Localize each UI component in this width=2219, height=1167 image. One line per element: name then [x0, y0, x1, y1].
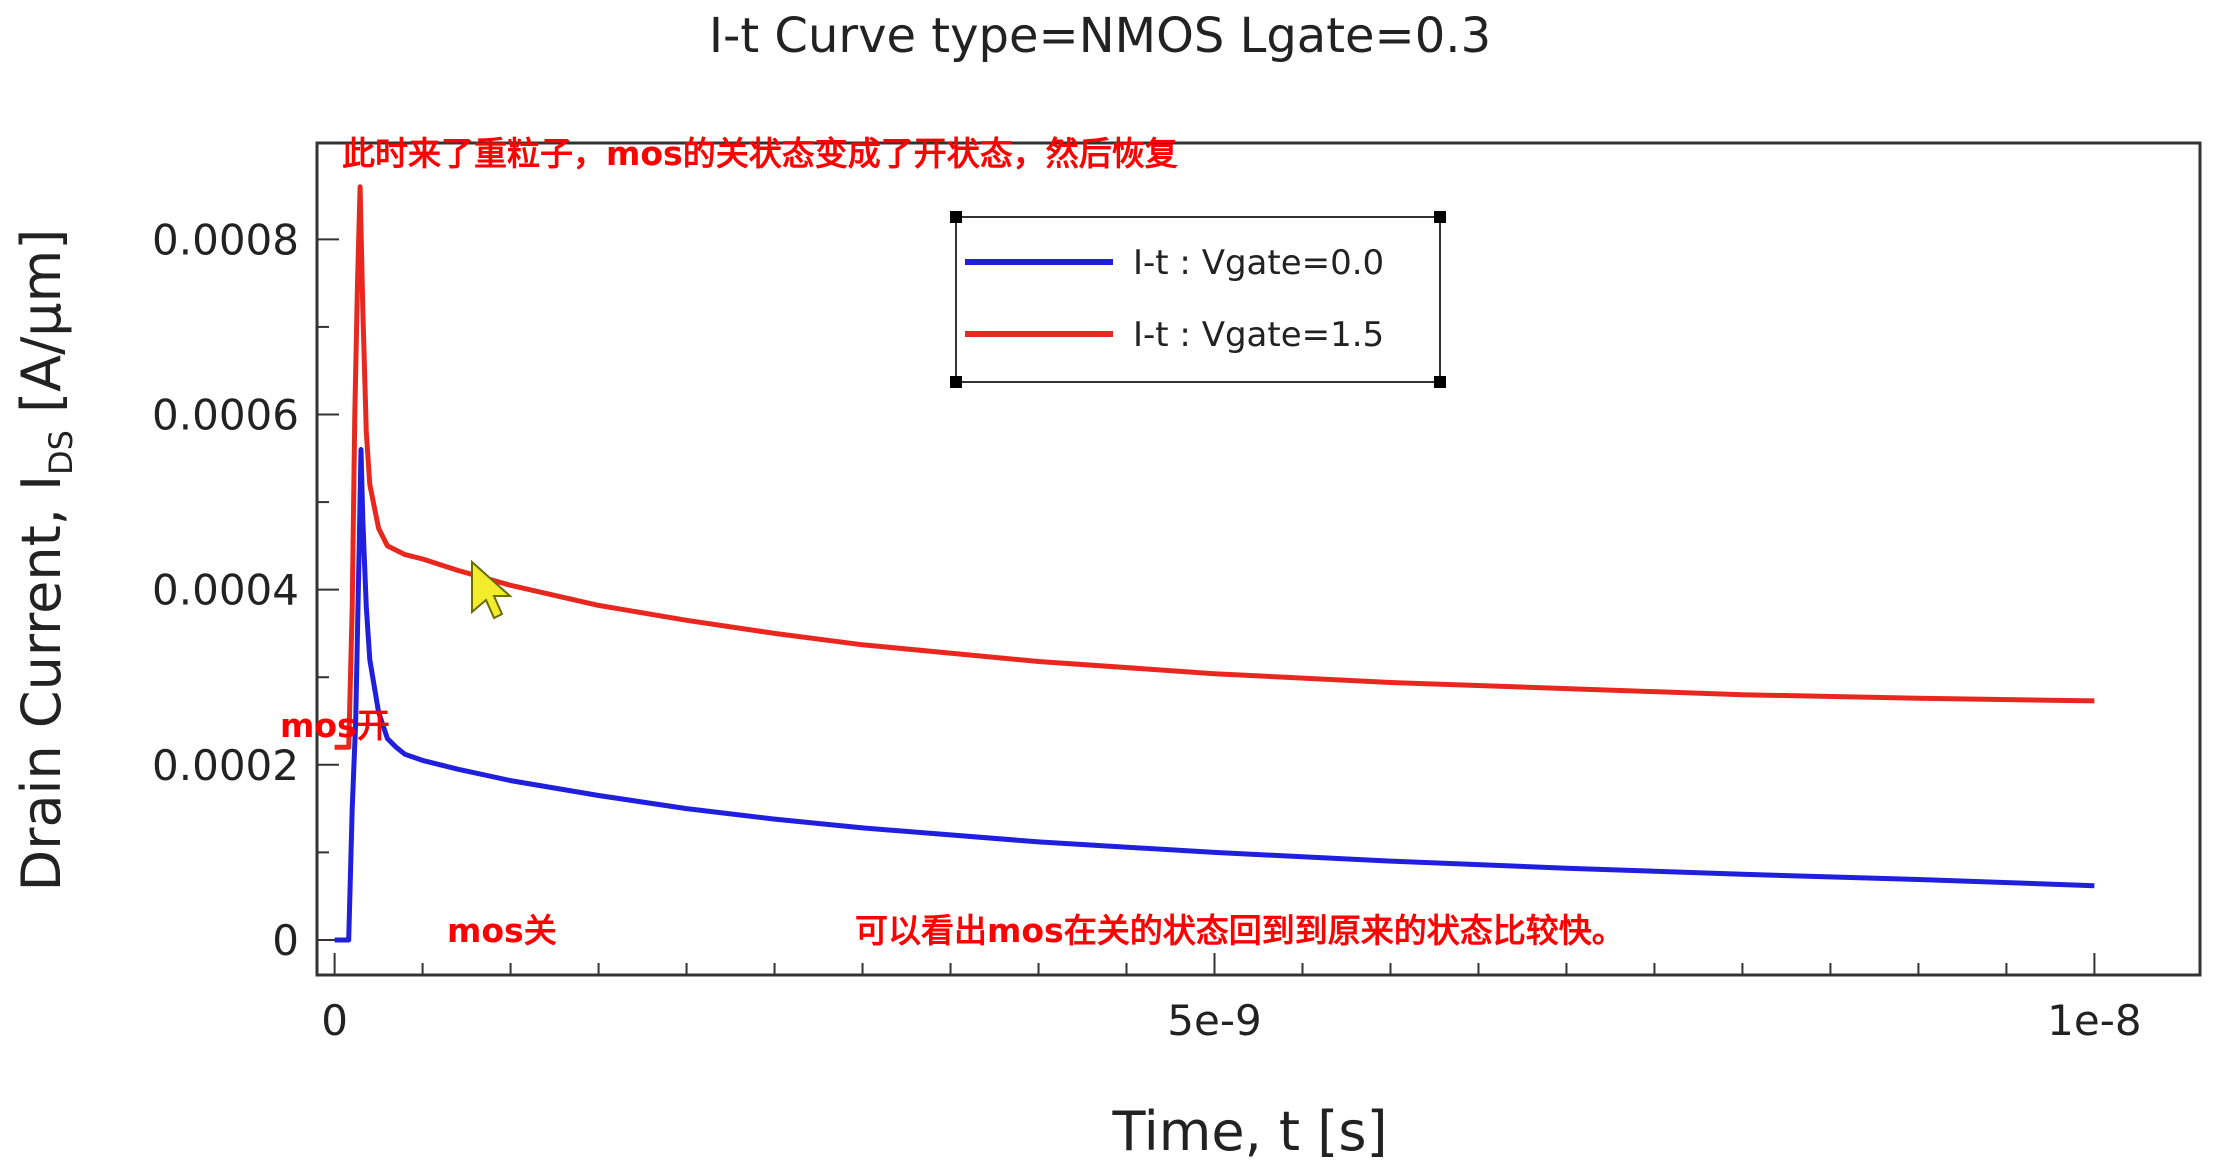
- legend-label-vgate-0: I-t : Vgate=0.0: [1133, 243, 1384, 283]
- legend-handle-tl[interactable]: [950, 211, 962, 223]
- chart-title: I-t Curve type=NMOS Lgate=0.3: [709, 8, 1491, 64]
- x-axis-label: Time, t [s]: [1111, 1100, 1387, 1163]
- y-axis-label: Drain Current, IDS [A/μm]: [10, 229, 80, 892]
- mos-on-annotation: mos开: [280, 706, 390, 745]
- mos-off-annotation: mos关: [447, 911, 557, 950]
- heavy-ion-annotation: 此时来了重粒子，mos的关状态变成了开状态，然后恢复: [342, 134, 1178, 173]
- mouse-cursor-icon: [471, 559, 513, 620]
- y-axis-label-unit: [A/μm]: [10, 229, 73, 430]
- x-ticks: 0 5e-9 1e-8: [321, 953, 2142, 1045]
- legend-handle-br[interactable]: [1434, 376, 1446, 388]
- series-lines: [334, 184, 2095, 943]
- x-tick-label: 1e-8: [2047, 996, 2141, 1045]
- legend-label-vgate-1-5: I-t : Vgate=1.5: [1133, 315, 1384, 355]
- legend-box[interactable]: [955, 216, 1441, 383]
- y-tick-label: 0.0004: [152, 566, 299, 615]
- recovery-annotation: 可以看出mos在关的状态回到到原来的状态比较快。: [855, 911, 1625, 950]
- x-tick-label: 0: [321, 996, 348, 1045]
- plot-frame: [315, 141, 2202, 977]
- series-line-0: [334, 447, 2095, 943]
- y-tick-label: 0: [272, 916, 299, 965]
- y-tick-label: 0.0002: [152, 741, 299, 790]
- series-line-1: [334, 184, 2095, 750]
- legend-handle-bl[interactable]: [950, 376, 962, 388]
- y-axis-label-main: Drain Current, I: [10, 475, 73, 891]
- legend[interactable]: I-t : Vgate=0.0 I-t : Vgate=1.5: [950, 211, 1446, 388]
- legend-handle-tr[interactable]: [1434, 211, 1446, 223]
- y-ticks: 0 0.0002 0.0004 0.0006 0.0008: [152, 215, 339, 965]
- x-tick-label: 5e-9: [1167, 996, 1261, 1045]
- y-tick-label: 0.0006: [152, 390, 299, 439]
- y-tick-label: 0.0008: [152, 215, 299, 264]
- y-axis-label-subscript: DS: [42, 430, 80, 475]
